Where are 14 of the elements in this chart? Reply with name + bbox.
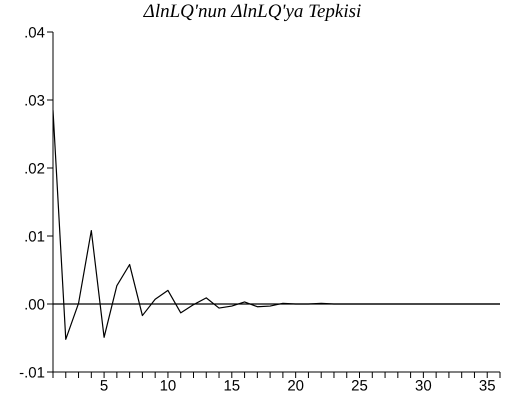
- y-tick-label: .04: [24, 24, 45, 42]
- y-tick-label: .00: [24, 296, 45, 314]
- x-tick-label: 5: [100, 378, 108, 395]
- x-tick-label: 10: [160, 378, 176, 395]
- y-tick-label: .03: [24, 92, 45, 110]
- x-tick-label: 35: [478, 378, 496, 395]
- x-tick-label: 20: [287, 378, 304, 395]
- x-tick-label: 15: [223, 378, 240, 395]
- y-tick-label: .01: [24, 228, 45, 246]
- y-tick-label: -.01: [19, 364, 45, 382]
- y-tick-label: .02: [24, 160, 45, 178]
- chart-title: ΔlnLQ'nun ΔlnLQ'ya Tepkisi: [142, 0, 362, 24]
- x-tick-label: 25: [351, 378, 368, 395]
- x-tick-label: 30: [415, 378, 432, 395]
